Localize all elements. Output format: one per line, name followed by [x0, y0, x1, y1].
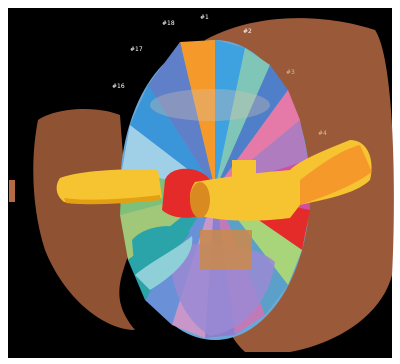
vessel-mid-block	[232, 160, 256, 182]
label-18: #18	[162, 20, 175, 27]
body-left-stub	[9, 180, 15, 202]
label-16: #16	[112, 83, 125, 90]
vessel-right	[190, 140, 372, 221]
vessel-right-shade	[300, 145, 372, 205]
label-4: #4	[318, 130, 327, 137]
body-left	[33, 108, 135, 330]
label-3: #3	[286, 69, 295, 76]
lower-block	[200, 230, 252, 270]
label-17: #17	[130, 46, 143, 53]
vessel-right-end	[190, 182, 210, 218]
vessel-left	[56, 169, 162, 203]
label-1: #1	[200, 14, 209, 21]
vessel-left-shade	[64, 195, 161, 205]
label-2: #2	[243, 28, 252, 35]
